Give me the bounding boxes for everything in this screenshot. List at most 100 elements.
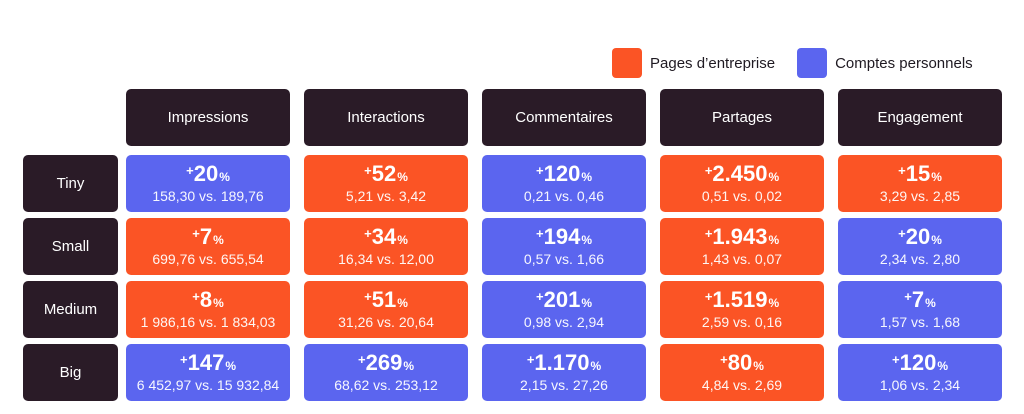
cell-comparison: 699,76 vs. 655,54 bbox=[152, 251, 264, 267]
plus-sign: + bbox=[904, 289, 912, 304]
cell-number: 20 bbox=[193, 161, 219, 186]
plus-sign: + bbox=[186, 163, 194, 178]
plus-sign: + bbox=[192, 226, 200, 241]
percent-sign: % bbox=[937, 359, 948, 373]
percent-sign: % bbox=[753, 359, 764, 373]
row-header-tiny: Tiny bbox=[23, 155, 118, 212]
cell-comparison: 2,59 vs. 0,16 bbox=[701, 314, 783, 330]
percent-sign: % bbox=[590, 359, 602, 373]
legend-label-company: Pages d’entreprise bbox=[650, 54, 776, 72]
percent-sign: % bbox=[397, 233, 408, 247]
cell-comparison: 0,21 vs. 0,46 bbox=[523, 188, 605, 204]
percent-sign: % bbox=[397, 296, 408, 310]
cell-comparison: 158,30 vs. 189,76 bbox=[152, 188, 264, 204]
cell-number: 52 bbox=[371, 161, 397, 186]
cell-number: 1.943 bbox=[712, 224, 768, 249]
data-cell: +2.450% 0,51 vs. 0,02 bbox=[660, 155, 824, 212]
data-cell: +15% 3,29 vs. 2,85 bbox=[838, 155, 1002, 212]
plus-sign: + bbox=[364, 163, 372, 178]
percent-sign: % bbox=[403, 359, 414, 373]
cell-value: +194% bbox=[536, 226, 592, 248]
data-cell: +20% 2,34 vs. 2,80 bbox=[838, 218, 1002, 275]
column-header-interactions: Interactions bbox=[304, 89, 468, 146]
plus-sign: + bbox=[704, 226, 713, 241]
cell-value: +7% bbox=[192, 226, 224, 248]
cell-number: 1.170 bbox=[534, 350, 590, 375]
cell-comparison: 68,62 vs. 253,12 bbox=[334, 377, 438, 393]
data-cell: +147% 6 452,97 vs. 15 932,84 bbox=[126, 344, 290, 401]
data-cell: +120% 1,06 vs. 2,34 bbox=[838, 344, 1002, 401]
data-cell: +7% 699,76 vs. 655,54 bbox=[126, 218, 290, 275]
cell-value: +120% bbox=[536, 163, 592, 185]
data-cell: +1.170% 2,15 vs. 27,26 bbox=[482, 344, 646, 401]
cell-value: +2.450% bbox=[705, 163, 779, 185]
percent-sign: % bbox=[397, 170, 408, 184]
data-cell: +8% 1 986,16 vs. 1 834,03 bbox=[126, 281, 290, 338]
plus-sign: + bbox=[704, 163, 713, 178]
plus-sign: + bbox=[720, 352, 728, 367]
cell-number: 34 bbox=[371, 224, 397, 249]
data-cell: +1.943% 1,43 vs. 0,07 bbox=[660, 218, 824, 275]
row-header-medium: Medium bbox=[23, 281, 118, 338]
data-cell: +269% 68,62 vs. 253,12 bbox=[304, 344, 468, 401]
plus-sign: + bbox=[192, 289, 200, 304]
percent-sign: % bbox=[768, 296, 780, 310]
data-cell: +52% 5,21 vs. 3,42 bbox=[304, 155, 468, 212]
legend-item-personal: Comptes personnels bbox=[797, 48, 973, 78]
cell-comparison: 1 986,16 vs. 1 834,03 bbox=[140, 314, 276, 330]
cell-comparison: 0,51 vs. 0,02 bbox=[701, 188, 783, 204]
cell-number: 194 bbox=[543, 224, 581, 249]
percent-sign: % bbox=[768, 233, 780, 247]
plus-sign: + bbox=[180, 352, 188, 367]
plus-sign: + bbox=[892, 352, 900, 367]
percent-sign: % bbox=[213, 296, 224, 310]
cell-comparison: 3,29 vs. 2,85 bbox=[879, 188, 961, 204]
cell-comparison: 0,98 vs. 2,94 bbox=[523, 314, 605, 330]
column-header-partages: Partages bbox=[660, 89, 824, 146]
percent-sign: % bbox=[581, 233, 592, 247]
cell-comparison: 2,34 vs. 2,80 bbox=[879, 251, 961, 267]
cell-value: +34% bbox=[364, 226, 408, 248]
plus-sign: + bbox=[536, 163, 544, 178]
cell-value: +51% bbox=[364, 289, 408, 311]
percent-sign: % bbox=[925, 296, 936, 310]
percent-sign: % bbox=[225, 359, 236, 373]
cell-value: +120% bbox=[892, 352, 948, 374]
cell-number: 20 bbox=[905, 224, 931, 249]
data-cell: +51% 31,26 vs. 20,64 bbox=[304, 281, 468, 338]
column-header-commentaires: Commentaires bbox=[482, 89, 646, 146]
percent-sign: % bbox=[581, 170, 592, 184]
cell-value: +20% bbox=[898, 226, 942, 248]
plus-sign: + bbox=[898, 163, 906, 178]
percent-sign: % bbox=[213, 233, 224, 247]
cell-value: +7% bbox=[904, 289, 936, 311]
plus-sign: + bbox=[364, 226, 372, 241]
row-header-small: Small bbox=[23, 218, 118, 275]
cell-value: +8% bbox=[192, 289, 224, 311]
cell-number: 7 bbox=[911, 287, 925, 312]
cell-comparison: 4,84 vs. 2,69 bbox=[701, 377, 783, 393]
percent-sign: % bbox=[219, 170, 230, 184]
cell-comparison: 1,06 vs. 2,34 bbox=[879, 377, 961, 393]
legend-swatch-personal bbox=[797, 48, 828, 78]
cell-value: +147% bbox=[180, 352, 236, 374]
plus-sign: + bbox=[526, 352, 535, 367]
cell-comparison: 6 452,97 vs. 15 932,84 bbox=[136, 377, 280, 393]
cell-number: 201 bbox=[543, 287, 581, 312]
cell-comparison: 31,26 vs. 20,64 bbox=[338, 314, 434, 330]
cell-comparison: 0,57 vs. 1,66 bbox=[523, 251, 605, 267]
cell-comparison: 1,43 vs. 0,07 bbox=[701, 251, 783, 267]
data-cell: +80% 4,84 vs. 2,69 bbox=[660, 344, 824, 401]
column-header-impressions: Impressions bbox=[126, 89, 290, 146]
data-cell: +194% 0,57 vs. 1,66 bbox=[482, 218, 646, 275]
cell-number: 80 bbox=[727, 350, 753, 375]
cell-number: 120 bbox=[899, 350, 937, 375]
cell-number: 15 bbox=[905, 161, 931, 186]
cell-number: 147 bbox=[187, 350, 225, 375]
plus-sign: + bbox=[536, 226, 544, 241]
cell-number: 120 bbox=[543, 161, 581, 186]
percent-sign: % bbox=[768, 170, 780, 184]
plus-sign: + bbox=[898, 226, 906, 241]
data-cell: +1.519% 2,59 vs. 0,16 bbox=[660, 281, 824, 338]
cell-comparison: 16,34 vs. 12,00 bbox=[338, 251, 434, 267]
